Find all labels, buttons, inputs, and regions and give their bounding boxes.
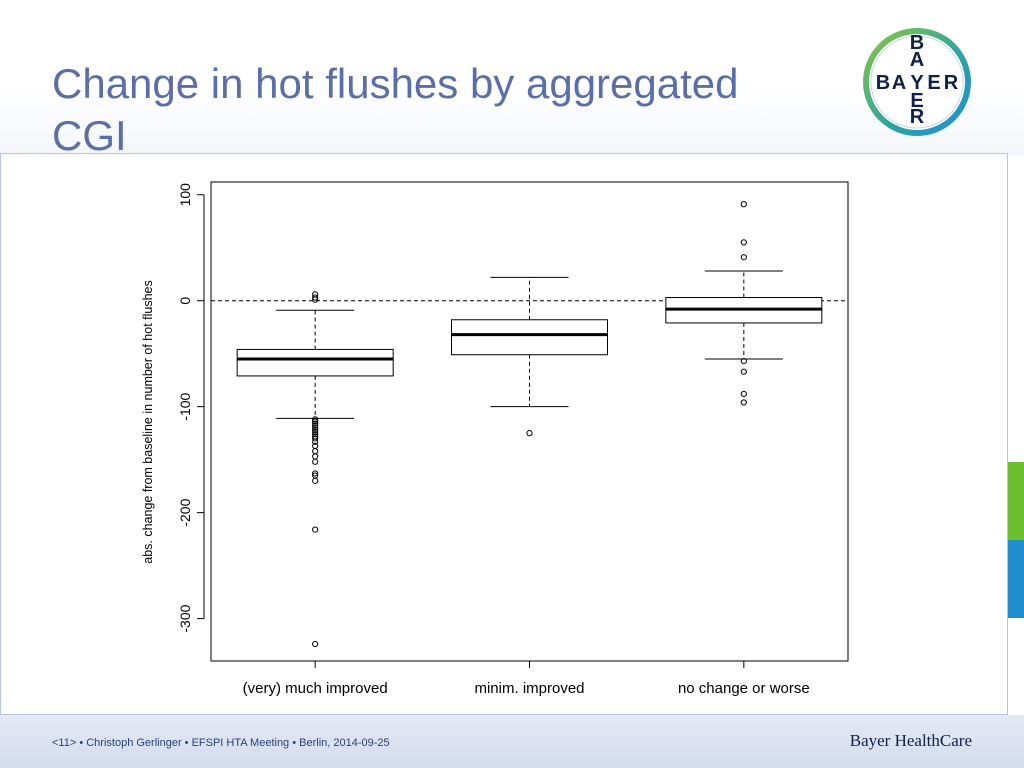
y-tick-label: -200 — [177, 498, 193, 526]
y-tick-label: 100 — [177, 183, 193, 207]
outlier-point — [312, 426, 319, 434]
outlier-point — [740, 239, 747, 246]
outlier-point — [312, 435, 319, 442]
slide-title-line-2: CGI — [52, 112, 127, 160]
x-axis: (very) much improved minim. improved no ch… — [243, 660, 810, 697]
outlier-point — [312, 424, 319, 431]
footer-citation: <11> • Christoph Gerlinger • EFSPI HTA M… — [52, 737, 390, 749]
outlier-point — [312, 428, 319, 436]
logo-letter-h: B — [876, 72, 890, 94]
outlier-point — [312, 526, 319, 533]
outlier-point — [740, 390, 747, 398]
plot-frame — [210, 181, 849, 662]
outlier-point — [312, 448, 319, 455]
slide-title-line-1: Change in hot flushes by aggregated — [52, 60, 739, 108]
y-axis-label: abs. change from baseline in number of h… — [141, 280, 155, 564]
outlier-point — [740, 201, 747, 208]
outlier-point — [312, 453, 319, 460]
logo-letter-v: B — [910, 32, 924, 54]
outlier-point — [312, 438, 319, 445]
logo-inner-ring — [870, 35, 964, 129]
outlier-point — [312, 422, 319, 429]
logo-letter-h: R — [944, 72, 959, 94]
outlier-point — [740, 399, 747, 406]
x-tick-label: (very) much improved — [243, 680, 388, 697]
logo-letter-v: A — [910, 49, 924, 71]
boxes-group — [236, 201, 823, 648]
logo-ring — [863, 28, 971, 136]
outlier-point — [526, 430, 533, 437]
outlier-point — [312, 431, 319, 438]
logo-letter-v: E — [910, 90, 923, 112]
side-accent-blue — [1008, 540, 1024, 618]
logo-letter-h: E — [927, 72, 940, 94]
outlier-point — [740, 357, 747, 365]
outlier-point — [312, 420, 319, 427]
outlier-point — [312, 296, 319, 303]
header-band — [0, 0, 1024, 155]
outlier-point — [312, 477, 319, 484]
x-tick-label: minim. improved — [474, 680, 584, 697]
logo-letter-h: Y — [910, 72, 924, 94]
outlier-point — [312, 418, 319, 425]
box — [236, 348, 394, 377]
logo-letter-v: R — [910, 106, 925, 128]
y-tick-label: -100 — [177, 392, 193, 420]
box — [451, 319, 608, 356]
box-group — [236, 291, 394, 648]
chart-panel: 100 0 -100 -200 -300 (very) much improved min… — [0, 153, 1008, 715]
footer-band — [0, 715, 1024, 768]
outlier-point — [740, 254, 747, 261]
y-tick-label: 0 — [177, 297, 193, 305]
footer-brand: Bayer HealthCare — [849, 731, 972, 750]
y-tick-label: -300 — [177, 604, 193, 632]
box-group — [451, 276, 608, 437]
logo-letter-h: A — [892, 72, 906, 94]
outlier-point — [312, 458, 319, 465]
x-tick-label: no change or worse — [678, 680, 810, 697]
boxplot-chart: 100 0 -100 -200 -300 (very) much improved min… — [141, 181, 849, 697]
outlier-point — [312, 294, 319, 301]
outlier-point — [312, 470, 319, 477]
outlier-point — [740, 368, 747, 375]
side-accent-green — [1008, 462, 1024, 540]
slide-title: Change in hot flushes by aggregated CGI — [52, 58, 832, 162]
outlier-point — [312, 416, 319, 423]
box-group — [665, 201, 823, 406]
outlier-point — [312, 640, 319, 648]
y-axis: 100 0 -100 -200 -300 — [177, 183, 205, 633]
